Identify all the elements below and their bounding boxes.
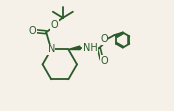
Text: O: O	[51, 20, 58, 30]
Text: O: O	[100, 34, 108, 44]
Text: N: N	[48, 45, 55, 55]
Polygon shape	[68, 46, 80, 50]
Text: O: O	[29, 26, 36, 36]
Text: O: O	[101, 56, 108, 66]
Text: NH: NH	[83, 43, 97, 53]
